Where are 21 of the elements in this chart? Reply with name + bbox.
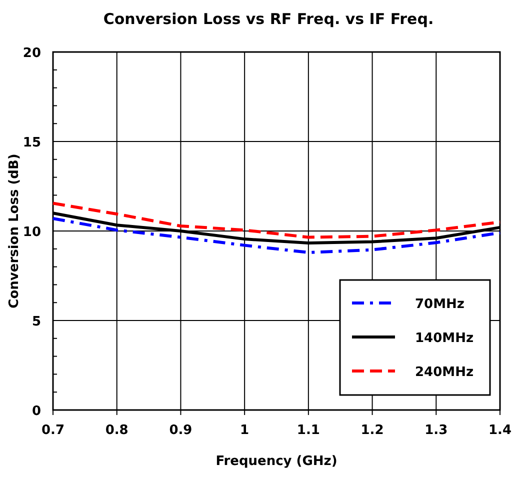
y-tick-label: 15 (22, 136, 41, 150)
y-tick-label: 10 (22, 225, 41, 240)
y-tick-label: 20 (22, 46, 41, 61)
chart-title: Conversion Loss vs RF Freq. vs IF Freq. (103, 10, 434, 28)
y-axis-title: Conversion Loss (dB) (7, 154, 22, 308)
x-tick-label: 0.7 (41, 423, 65, 438)
line-series (52, 216, 502, 254)
legend-label: 240MHz (415, 365, 474, 380)
x-tick-label: 0.8 (105, 423, 128, 438)
x-tick-label: 0.9 (169, 423, 192, 438)
x-tick-label: 1 (240, 423, 250, 438)
x-axis-title: Frequency (GHz) (216, 454, 338, 469)
x-tick-label: 1.2 (360, 423, 384, 438)
y-tick-label: 0 (32, 404, 41, 419)
y-tick-label: 5 (32, 314, 41, 330)
legend-label: 140MHz (415, 331, 474, 346)
x-tick-label: 1.4 (488, 423, 512, 438)
x-tick-label: 1.1 (296, 423, 320, 438)
x-tick-label: 1.3 (424, 423, 448, 438)
legend-label: 70MHz (415, 297, 464, 312)
line-series (52, 202, 502, 239)
